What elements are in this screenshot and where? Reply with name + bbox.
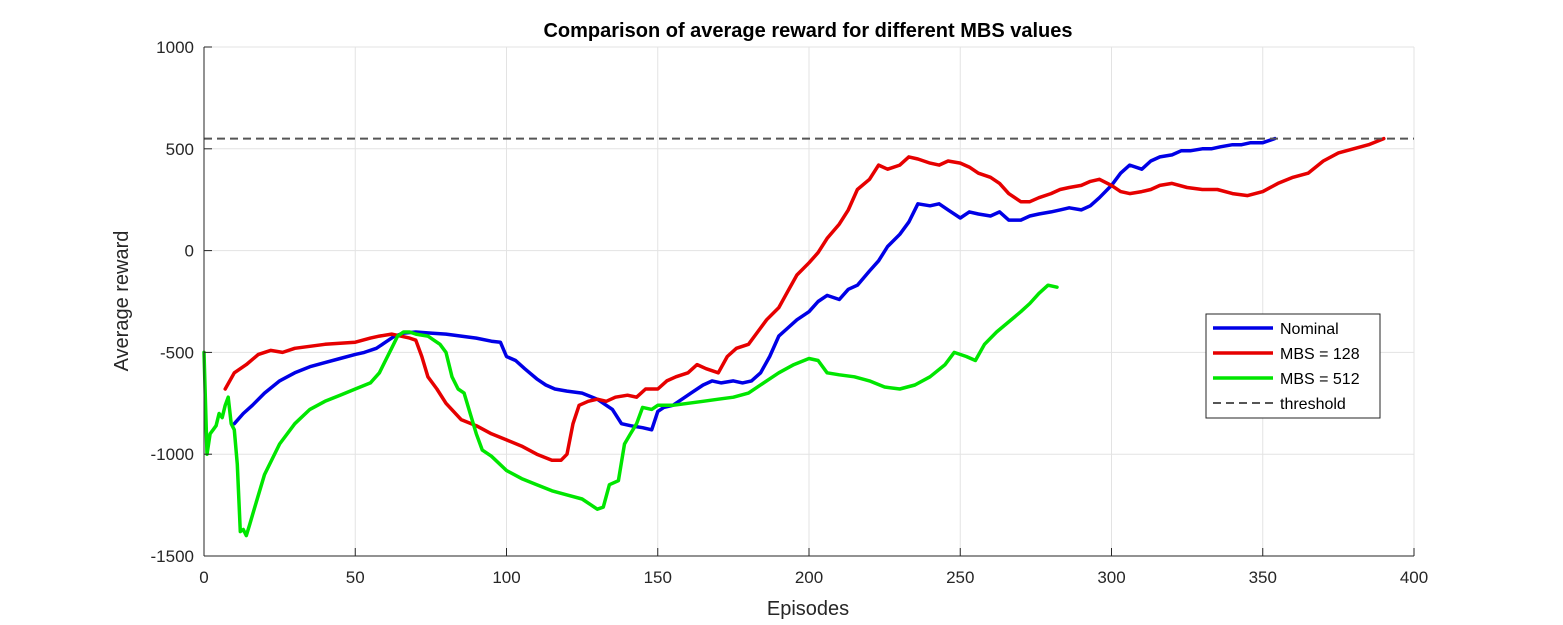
- y-tick-label: -500: [160, 343, 194, 362]
- x-tick-label: 200: [795, 568, 823, 587]
- y-axis-label: Average reward: [111, 231, 133, 372]
- series-line-nominal: [232, 136, 1277, 432]
- y-tick-label: -1000: [151, 445, 194, 464]
- legend-label-mbs-128: MBS = 128: [1280, 346, 1360, 363]
- x-tick-label: 50: [346, 568, 365, 587]
- legend-label-threshold: threshold: [1280, 396, 1346, 413]
- x-tick-label: 350: [1249, 568, 1277, 587]
- legend-box: [1205, 313, 1381, 419]
- series-line-mbs-512: [202, 283, 1059, 538]
- x-tick-label: 150: [644, 568, 672, 587]
- x-tick-label: 400: [1400, 568, 1428, 587]
- y-tick-label: -1500: [151, 547, 194, 566]
- x-axis-label: Episodes: [767, 598, 849, 620]
- x-tick-label: 100: [492, 568, 520, 587]
- axes: [203, 46, 1415, 557]
- y-tick-label: 1000: [156, 38, 194, 57]
- legend-label-mbs-512: MBS = 512: [1280, 371, 1360, 388]
- legend-label-nominal: Nominal: [1280, 321, 1339, 338]
- chart-title: Comparison of average reward for differe…: [543, 20, 1072, 42]
- series-line-mbs-128: [223, 136, 1386, 463]
- legend: Nominal MBS = 128 MBS = 512 threshold: [1205, 313, 1381, 419]
- y-tick-label: 0: [185, 242, 194, 261]
- x-tick-label: 300: [1097, 568, 1125, 587]
- series-layer: [202, 136, 1386, 538]
- y-tick-label: 500: [166, 140, 194, 159]
- x-tick-label: 250: [946, 568, 974, 587]
- tick-labels: 0 50 100 150 200 250 300 350 400 -1500 -1000 -500 0 5…: [151, 38, 1429, 587]
- x-tick-label: 0: [199, 568, 208, 587]
